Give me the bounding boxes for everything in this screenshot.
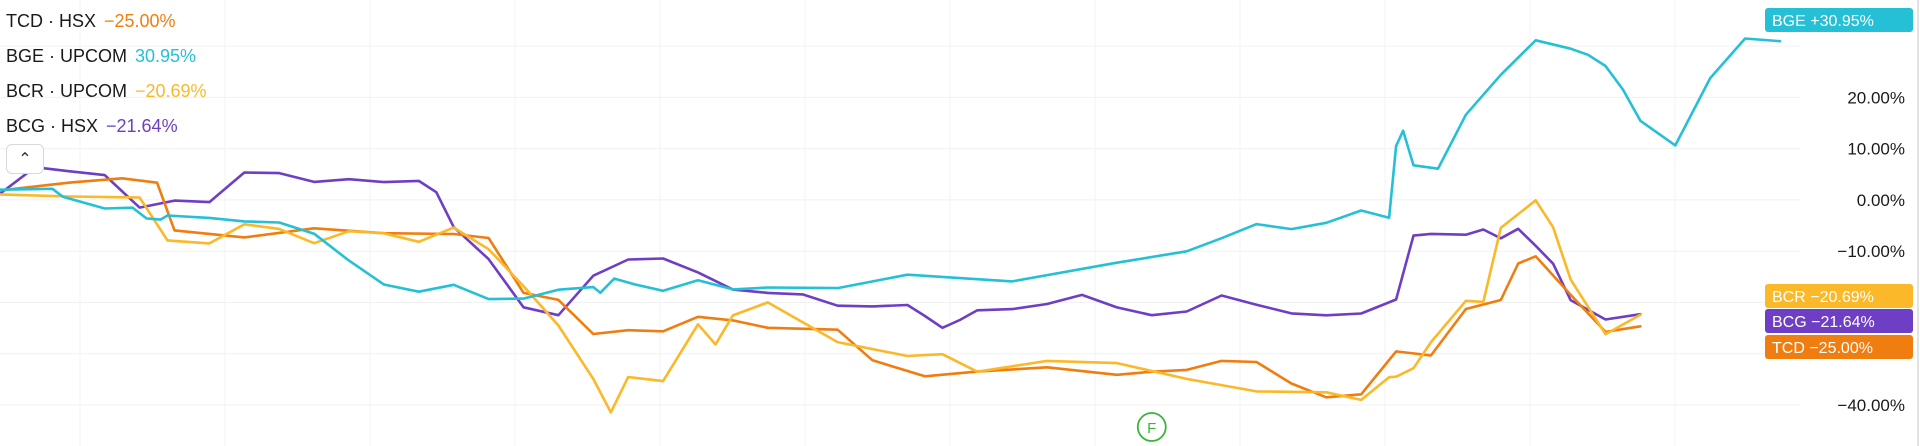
legend-item-tcd[interactable]: TCD · HSX −25.00% — [6, 4, 207, 39]
y-tick-label: −40.00% — [1837, 396, 1905, 415]
legend-change: 30.95% — [135, 46, 197, 66]
series-line-bge — [0, 37, 1782, 301]
legend-symbol: BGE · UPCOM — [6, 46, 128, 66]
event-marker-label: F — [1147, 420, 1156, 437]
legend-symbol: BCR · UPCOM — [6, 81, 127, 101]
legend-change: −21.64% — [106, 116, 178, 136]
end-badge-tcd: TCD −25.00% — [1765, 335, 1913, 359]
series-line-bcg — [0, 165, 1642, 330]
y-tick-label: 20.00% — [1847, 88, 1905, 107]
end-badge-label: BCR −20.69% — [1772, 289, 1874, 306]
legend-item-bge[interactable]: BGE · UPCOM 30.95% — [6, 39, 207, 74]
end-badge-label: TCD −25.00% — [1772, 340, 1873, 357]
y-tick-label: −10.00% — [1837, 242, 1905, 261]
legend-change: −25.00% — [104, 11, 176, 31]
series-layer — [0, 37, 1782, 414]
end-badge-label: BGE +30.95% — [1772, 13, 1874, 30]
event-markers[interactable]: F — [1136, 412, 1167, 442]
y-tick-label: 10.00% — [1847, 140, 1905, 159]
legend-item-bcg[interactable]: BCG · HSX −21.64% — [6, 109, 207, 144]
end-badge-bge: BGE +30.95% — [1765, 8, 1913, 32]
legend-change: −20.69% — [135, 81, 207, 101]
event-marker-icon[interactable] — [1136, 412, 1167, 442]
legend: TCD · HSX −25.00% BGE · UPCOM 30.95% BCR ·… — [6, 4, 207, 144]
legend-item-bcr[interactable]: BCR · UPCOM −20.69% — [6, 74, 207, 109]
legend-symbol: BCG · HSX — [6, 116, 99, 136]
end-badge-bcr: BCR −20.69% — [1765, 284, 1913, 308]
y-axis: 20.00% 10.00% 0.00% −10.00% −40.00% — [1837, 88, 1905, 415]
end-badge-bcg: BCG −21.64% — [1765, 309, 1913, 333]
end-value-badges: BGE +30.95% BCR −20.69% TCD −25.00% BCG −21… — [1765, 8, 1913, 359]
y-tick-label: 0.00% — [1857, 191, 1905, 210]
chevron-up-icon: ⌃ — [18, 151, 32, 168]
series-line-bcr — [0, 193, 1642, 414]
collapse-legend-button[interactable]: ⌃ — [6, 144, 44, 174]
end-badge-label: BCG −21.64% — [1772, 314, 1875, 331]
legend-symbol: TCD · HSX — [6, 11, 96, 31]
